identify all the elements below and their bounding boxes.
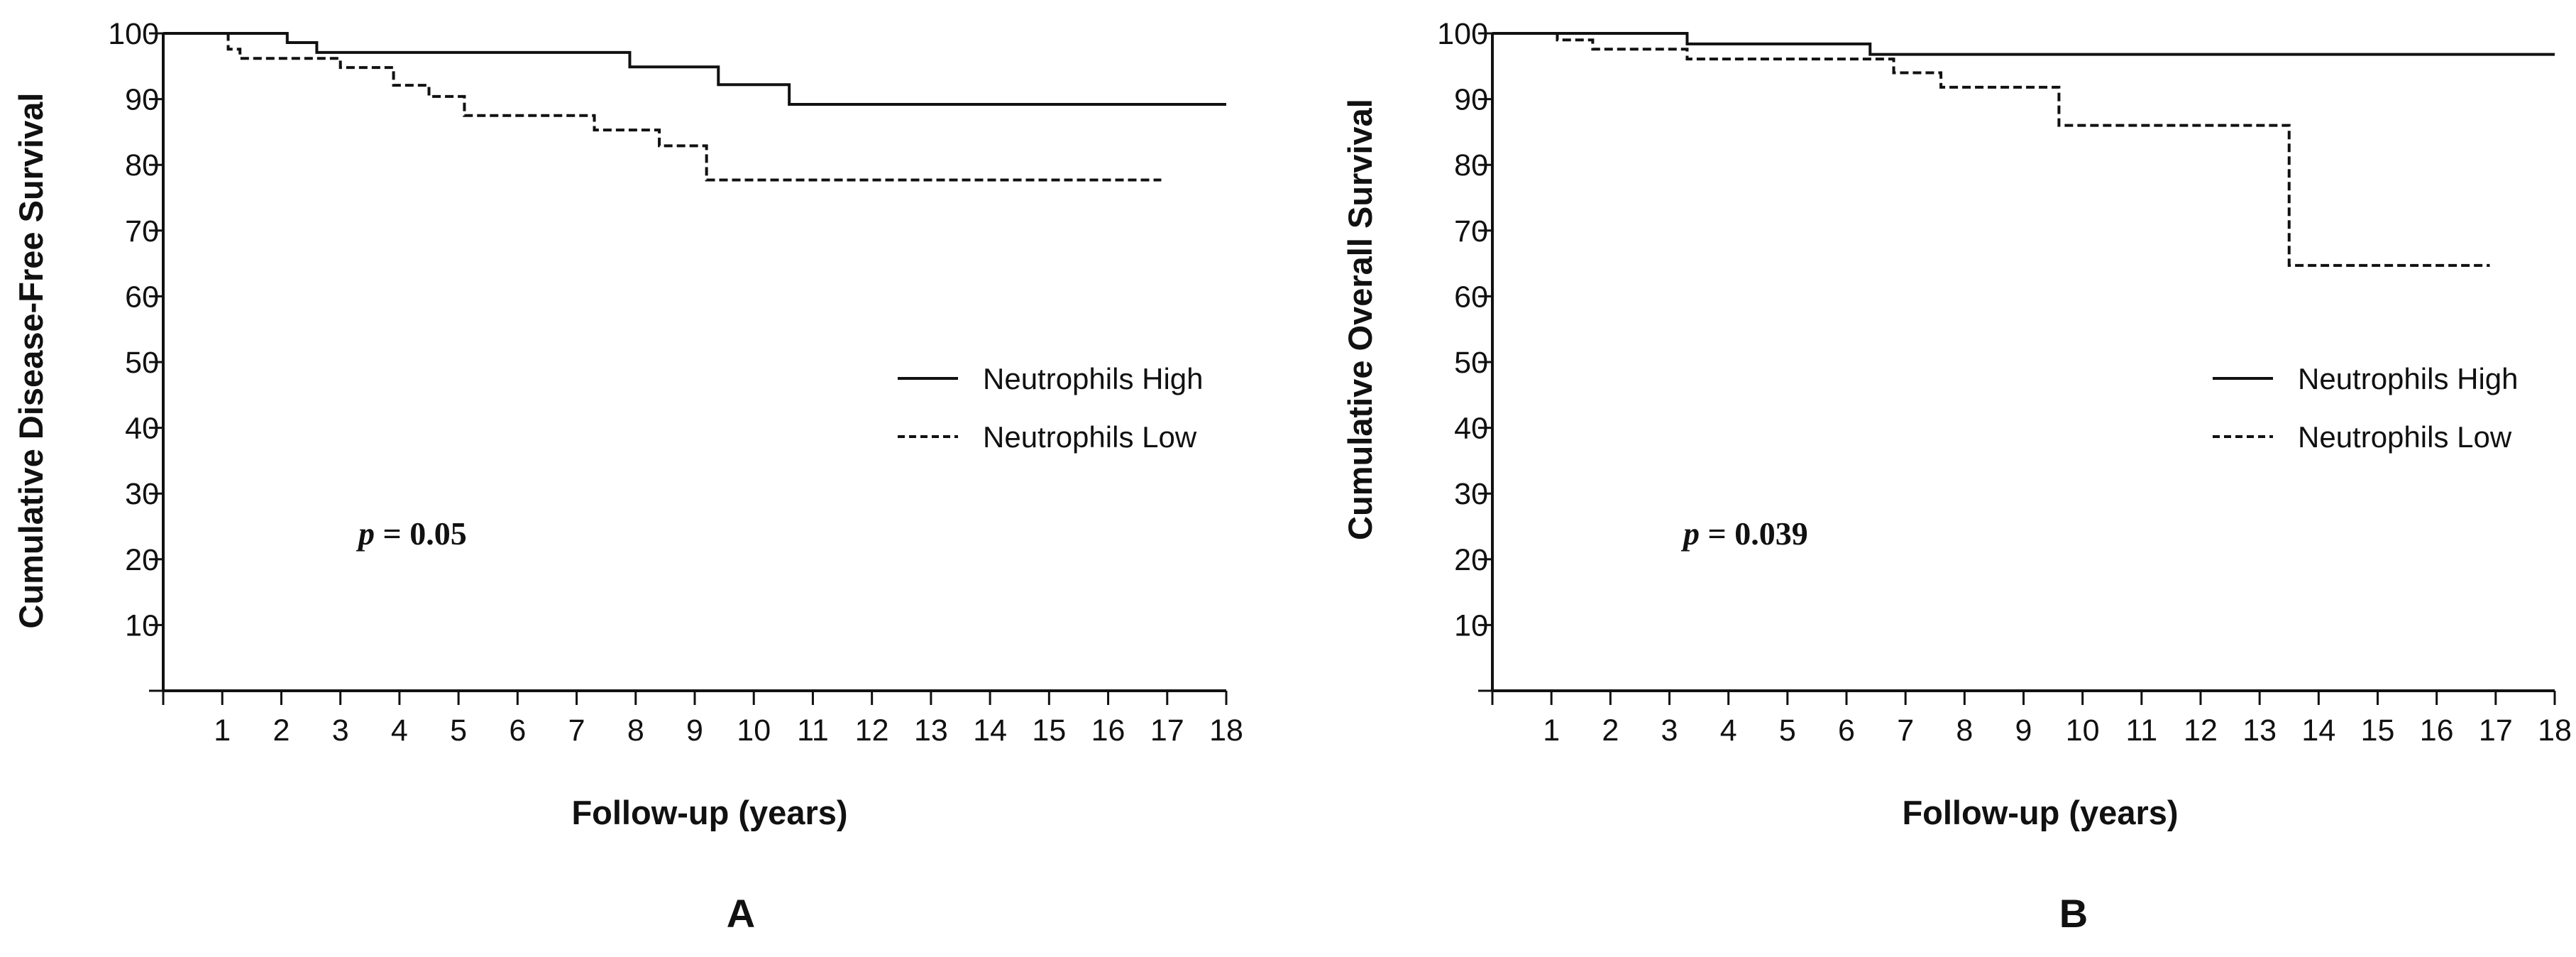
- x-tick-label: 11: [797, 713, 829, 748]
- x-tick-label: 13: [914, 713, 948, 748]
- x-tick-label: 14: [973, 713, 1007, 748]
- p-value-annotation: p = 0.05: [356, 515, 467, 552]
- x-tick-label: 2: [273, 713, 290, 748]
- x-tick-label: 18: [1209, 713, 1243, 748]
- y-tick-label: 100: [108, 17, 159, 51]
- y-tick-label: 90: [1454, 83, 1488, 117]
- y-tick-label: 80: [125, 148, 159, 182]
- x-tick-label: 3: [332, 713, 349, 748]
- x-tick-label: 5: [1779, 713, 1796, 748]
- x-tick-label: 17: [1150, 713, 1184, 748]
- x-tick-label: 3: [1661, 713, 1678, 748]
- series-neutrophils-low: [163, 32, 1162, 182]
- x-tick-label: 4: [391, 713, 408, 748]
- x-tick-label: 10: [737, 713, 771, 748]
- panel-label: A: [727, 891, 755, 936]
- x-tick-label: 15: [2361, 713, 2395, 748]
- x-tick-label: 8: [1956, 713, 1973, 748]
- x-tick-label: 4: [1720, 713, 1737, 748]
- x-axis-title: Follow-up (years): [571, 794, 847, 831]
- panel-a: Cumulative Disease-Free Survival Follow-…: [12, 17, 1243, 936]
- panel-b: Cumulative Overall Survival Follow-up (y…: [1341, 17, 2572, 936]
- x-tick-label: 8: [627, 713, 644, 748]
- p-value-text: = 0.039: [1700, 515, 1808, 552]
- y-tick-label: 10: [125, 608, 159, 642]
- series-neutrophils-high: [163, 32, 1226, 106]
- y-tick-label: 100: [1437, 17, 1488, 51]
- y-tick-label: 80: [1454, 148, 1488, 182]
- p-symbol: p: [356, 515, 375, 552]
- legend: Neutrophils High Neutrophils Low: [898, 362, 1204, 454]
- y-tick-label: 40: [1454, 412, 1488, 446]
- y-tick-label: 30: [125, 477, 159, 511]
- y-tick-label: 20: [125, 543, 159, 577]
- x-tick-label: 14: [2301, 713, 2335, 748]
- x-tick-label: 2: [1602, 713, 1619, 748]
- series-neutrophils-high: [1492, 32, 2555, 56]
- y-tick-label: 20: [1454, 543, 1488, 577]
- x-tick-label: 1: [214, 713, 231, 748]
- y-tick-label: 60: [125, 280, 159, 314]
- x-tick-label: 5: [450, 713, 467, 748]
- y-tick-label: 70: [125, 214, 159, 248]
- x-tick-label: 10: [2066, 713, 2100, 748]
- series-neutrophils-low: [1492, 32, 2490, 267]
- y-tick-label: 30: [1454, 477, 1488, 511]
- y-tick-label: 70: [1454, 214, 1488, 248]
- x-tick-label: 12: [855, 713, 889, 748]
- p-value-text: = 0.05: [375, 515, 467, 552]
- y-tick-label: 50: [125, 346, 159, 380]
- panel-label: B: [2059, 891, 2088, 936]
- x-axis-title: Follow-up (years): [1902, 794, 2178, 831]
- y-tick-label: 40: [125, 412, 159, 446]
- y-axis-title: Cumulative Overall Survival: [1341, 99, 1379, 540]
- x-tick-label: 13: [2242, 713, 2277, 748]
- y-tick-label: 90: [125, 83, 159, 117]
- legend-label-high: Neutrophils High: [983, 362, 1204, 395]
- legend-label-low: Neutrophils Low: [983, 420, 1197, 454]
- legend-label-low: Neutrophils Low: [2298, 420, 2512, 454]
- y-tick-label: 10: [1454, 608, 1488, 642]
- p-symbol: p: [1680, 515, 1700, 552]
- x-tick-label: 12: [2184, 713, 2218, 748]
- legend-label-high: Neutrophils High: [2298, 362, 2519, 395]
- x-tick-label: 9: [2015, 713, 2032, 748]
- p-value-annotation: p = 0.039: [1680, 515, 1808, 552]
- x-tick-label: 18: [2538, 713, 2572, 748]
- x-tick-label: 1: [1543, 713, 1560, 748]
- legend: Neutrophils High Neutrophils Low: [2213, 362, 2519, 454]
- x-tick-label: 6: [1838, 713, 1855, 748]
- x-tick-label: 15: [1032, 713, 1066, 748]
- y-tick-label: 50: [1454, 346, 1488, 380]
- x-tick-label: 6: [509, 713, 526, 748]
- y-axis-title: Cumulative Disease-Free Survival: [12, 93, 50, 629]
- x-tick-label: 7: [1897, 713, 1914, 748]
- x-tick-label: 7: [568, 713, 585, 748]
- x-tick-label: 9: [686, 713, 703, 748]
- x-tick-label: 16: [1091, 713, 1125, 748]
- y-tick-label: 60: [1454, 280, 1488, 314]
- x-tick-label: 17: [2479, 713, 2513, 748]
- x-tick-label: 16: [2420, 713, 2454, 748]
- x-tick-label: 11: [2126, 713, 2158, 748]
